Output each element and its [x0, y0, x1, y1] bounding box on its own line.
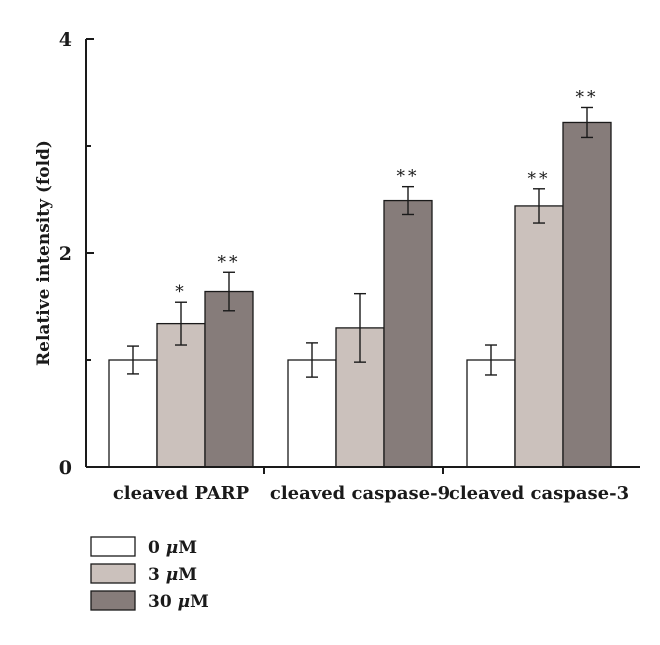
y-axis-title: Relative intensity (fold) [34, 140, 54, 366]
category-label: cleaved caspase-3 [449, 483, 629, 504]
significance-label: ** [397, 167, 420, 187]
legend-label: 30 μM [148, 592, 209, 612]
legend: 0 μM 3 μM 30 μM [90, 536, 209, 612]
bar [108, 359, 158, 468]
y-tick-label: 0 [59, 457, 72, 479]
error-bar [306, 342, 318, 378]
y-tick-label: 4 [59, 29, 72, 51]
error-bars [127, 106, 593, 378]
error-bar [485, 344, 497, 376]
significance-label: * [175, 282, 187, 302]
error-bar [175, 301, 187, 346]
error-bar [533, 188, 545, 224]
significance-labels: ********* [175, 87, 599, 302]
error-bar [354, 292, 366, 363]
bar [204, 290, 254, 468]
bar [383, 199, 433, 468]
bar [514, 205, 564, 468]
bar [562, 121, 612, 468]
legend-swatch [90, 590, 136, 611]
category-label: cleaved PARP [113, 483, 250, 504]
significance-label: ** [528, 169, 551, 189]
legend-item: 30 μM [90, 590, 209, 612]
error-bar [127, 345, 139, 375]
legend-item: 0 μM [90, 536, 197, 558]
legend-swatch [90, 563, 136, 584]
legend-swatch [90, 536, 136, 557]
legend-label: 3 μM [148, 565, 197, 585]
significance-label: ** [218, 252, 241, 272]
bar [466, 359, 516, 468]
legend-label: 0 μM [148, 538, 197, 558]
error-bar [402, 185, 414, 216]
error-bar [223, 271, 235, 312]
error-bar [581, 106, 593, 139]
significance-label: ** [576, 87, 599, 107]
category-label: cleaved caspase-9 [270, 483, 450, 504]
legend-item: 3 μM [90, 563, 197, 585]
y-axis-ticks: 0 2 4 [59, 29, 444, 479]
y-tick-label: 2 [59, 243, 72, 265]
